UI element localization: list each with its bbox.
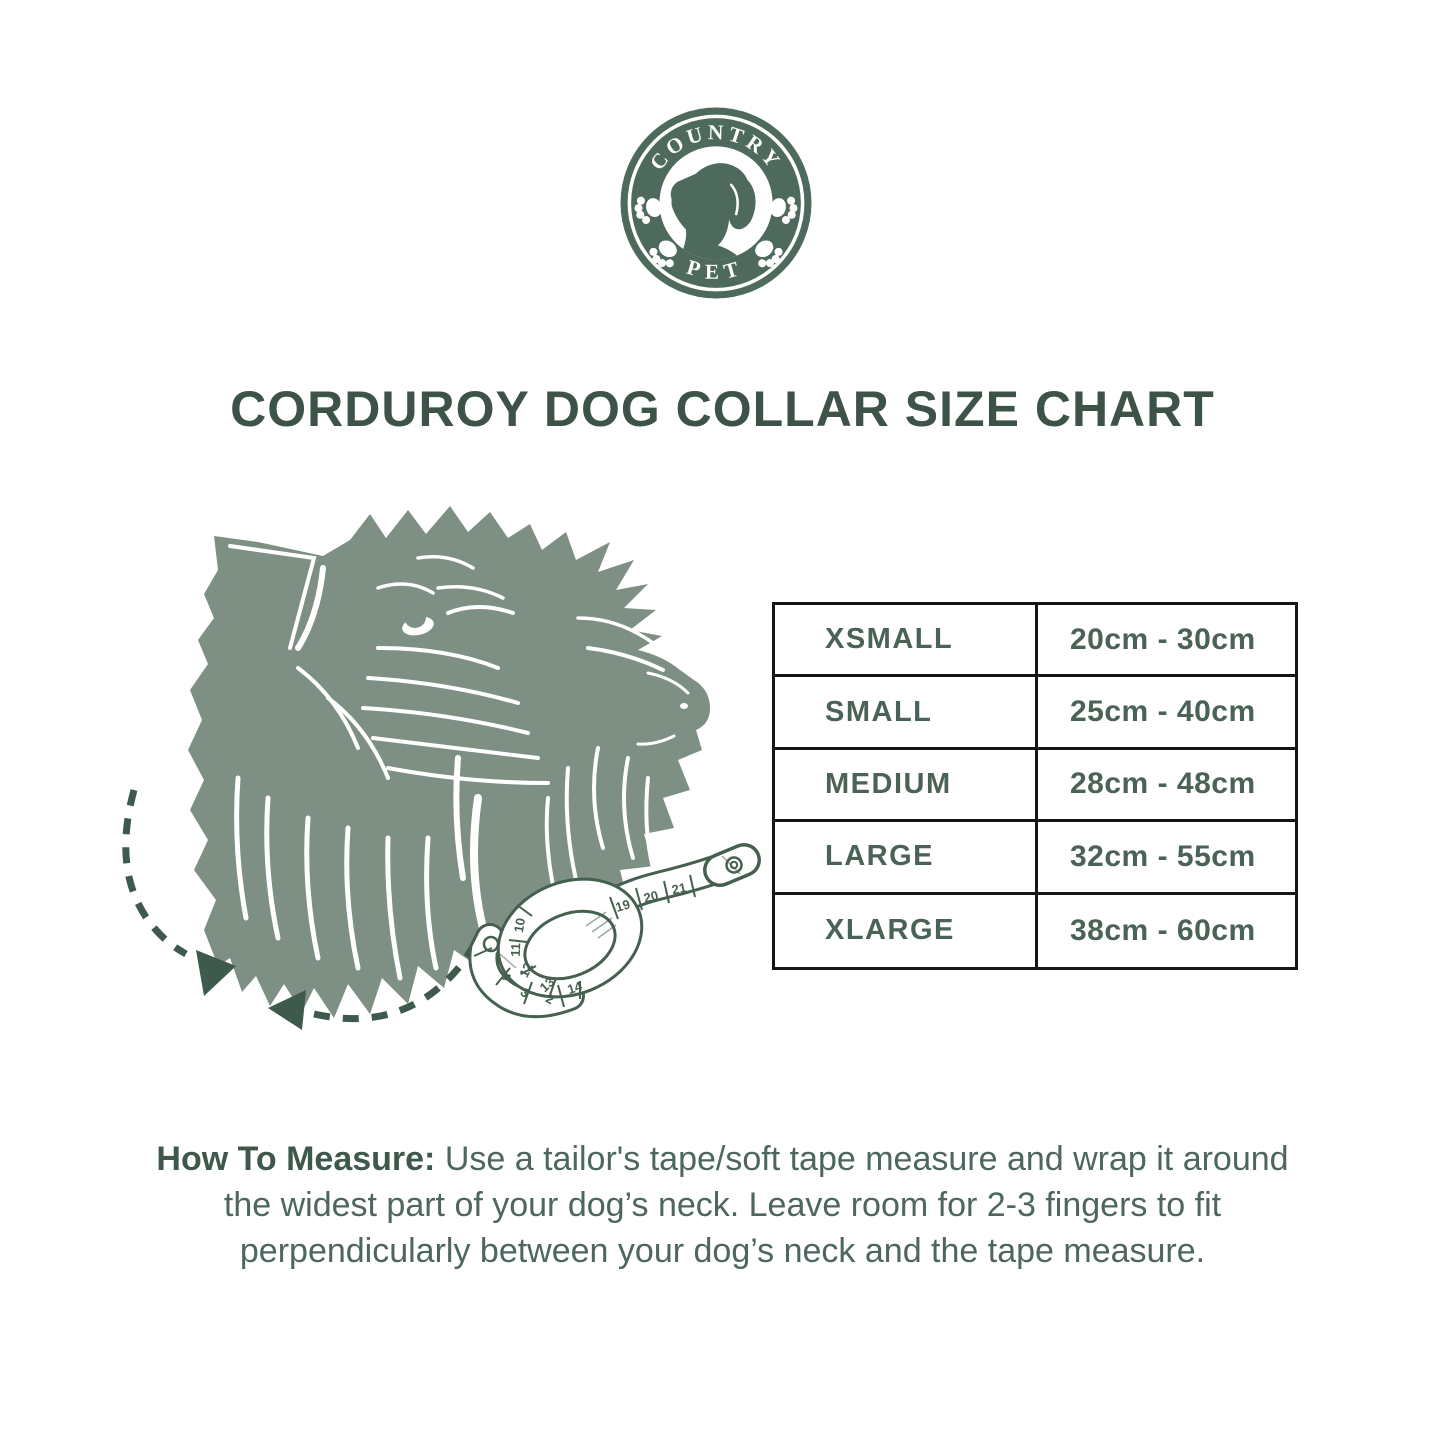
dog-eye <box>402 606 434 636</box>
note-label: How To Measure: <box>156 1140 436 1178</box>
tape-number: 21 <box>670 880 687 898</box>
table-row-size: MEDIUM <box>775 749 1038 823</box>
table-row-size: SMALL <box>775 677 1038 750</box>
table-row-size: XSMALL <box>775 605 1038 678</box>
tape-number: 20 <box>642 888 660 906</box>
table-row-range: 28cm - 48cm <box>1038 750 1295 823</box>
note-line-3: perpendicularly between your dog’s neck … <box>239 1232 1206 1270</box>
table-row-range: 32cm - 55cm <box>1038 822 1295 895</box>
tape-number: 11 <box>508 943 523 957</box>
dog-measure-illustration: 19 20 21 2 3 4 10 11 12 13 14 <box>122 506 761 1030</box>
table-row-range: 20cm - 30cm <box>1038 605 1295 678</box>
logo-outer-ring <box>620 107 812 299</box>
note-line-1: How To Measure: Use a tailor's tape/soft… <box>156 1140 1289 1178</box>
page-title: CORDUROY DOG COLLAR SIZE CHART <box>230 381 1215 437</box>
logo-dog-head-icon <box>670 163 756 260</box>
tape-number: 14 <box>565 978 584 997</box>
table-row-size: LARGE <box>775 822 1038 895</box>
how-to-measure-note: How To Measure: Use a tailor's tape/soft… <box>70 1136 1375 1274</box>
tape-measure-icon: 19 20 21 2 3 4 10 11 12 13 14 <box>468 843 761 1019</box>
table-row-size: XLARGE <box>775 894 1038 967</box>
table-row-range: 25cm - 40cm <box>1038 677 1295 750</box>
tape-number: 10 <box>511 917 528 934</box>
size-chart-table: XSMALL 20cm - 30cm SMALL 25cm - 40cm MED… <box>772 602 1298 970</box>
country-pet-logo: COUNTRY PET <box>620 107 812 299</box>
arrowheads <box>196 950 306 1030</box>
dashed-arrow-icon <box>122 789 484 1022</box>
table-row-range: 38cm - 60cm <box>1070 913 1256 947</box>
note-line-2: the widest part of your dog’s neck. Leav… <box>223 1186 1222 1224</box>
tape-number: 12 <box>516 960 536 979</box>
tape-number: 19 <box>614 896 632 914</box>
